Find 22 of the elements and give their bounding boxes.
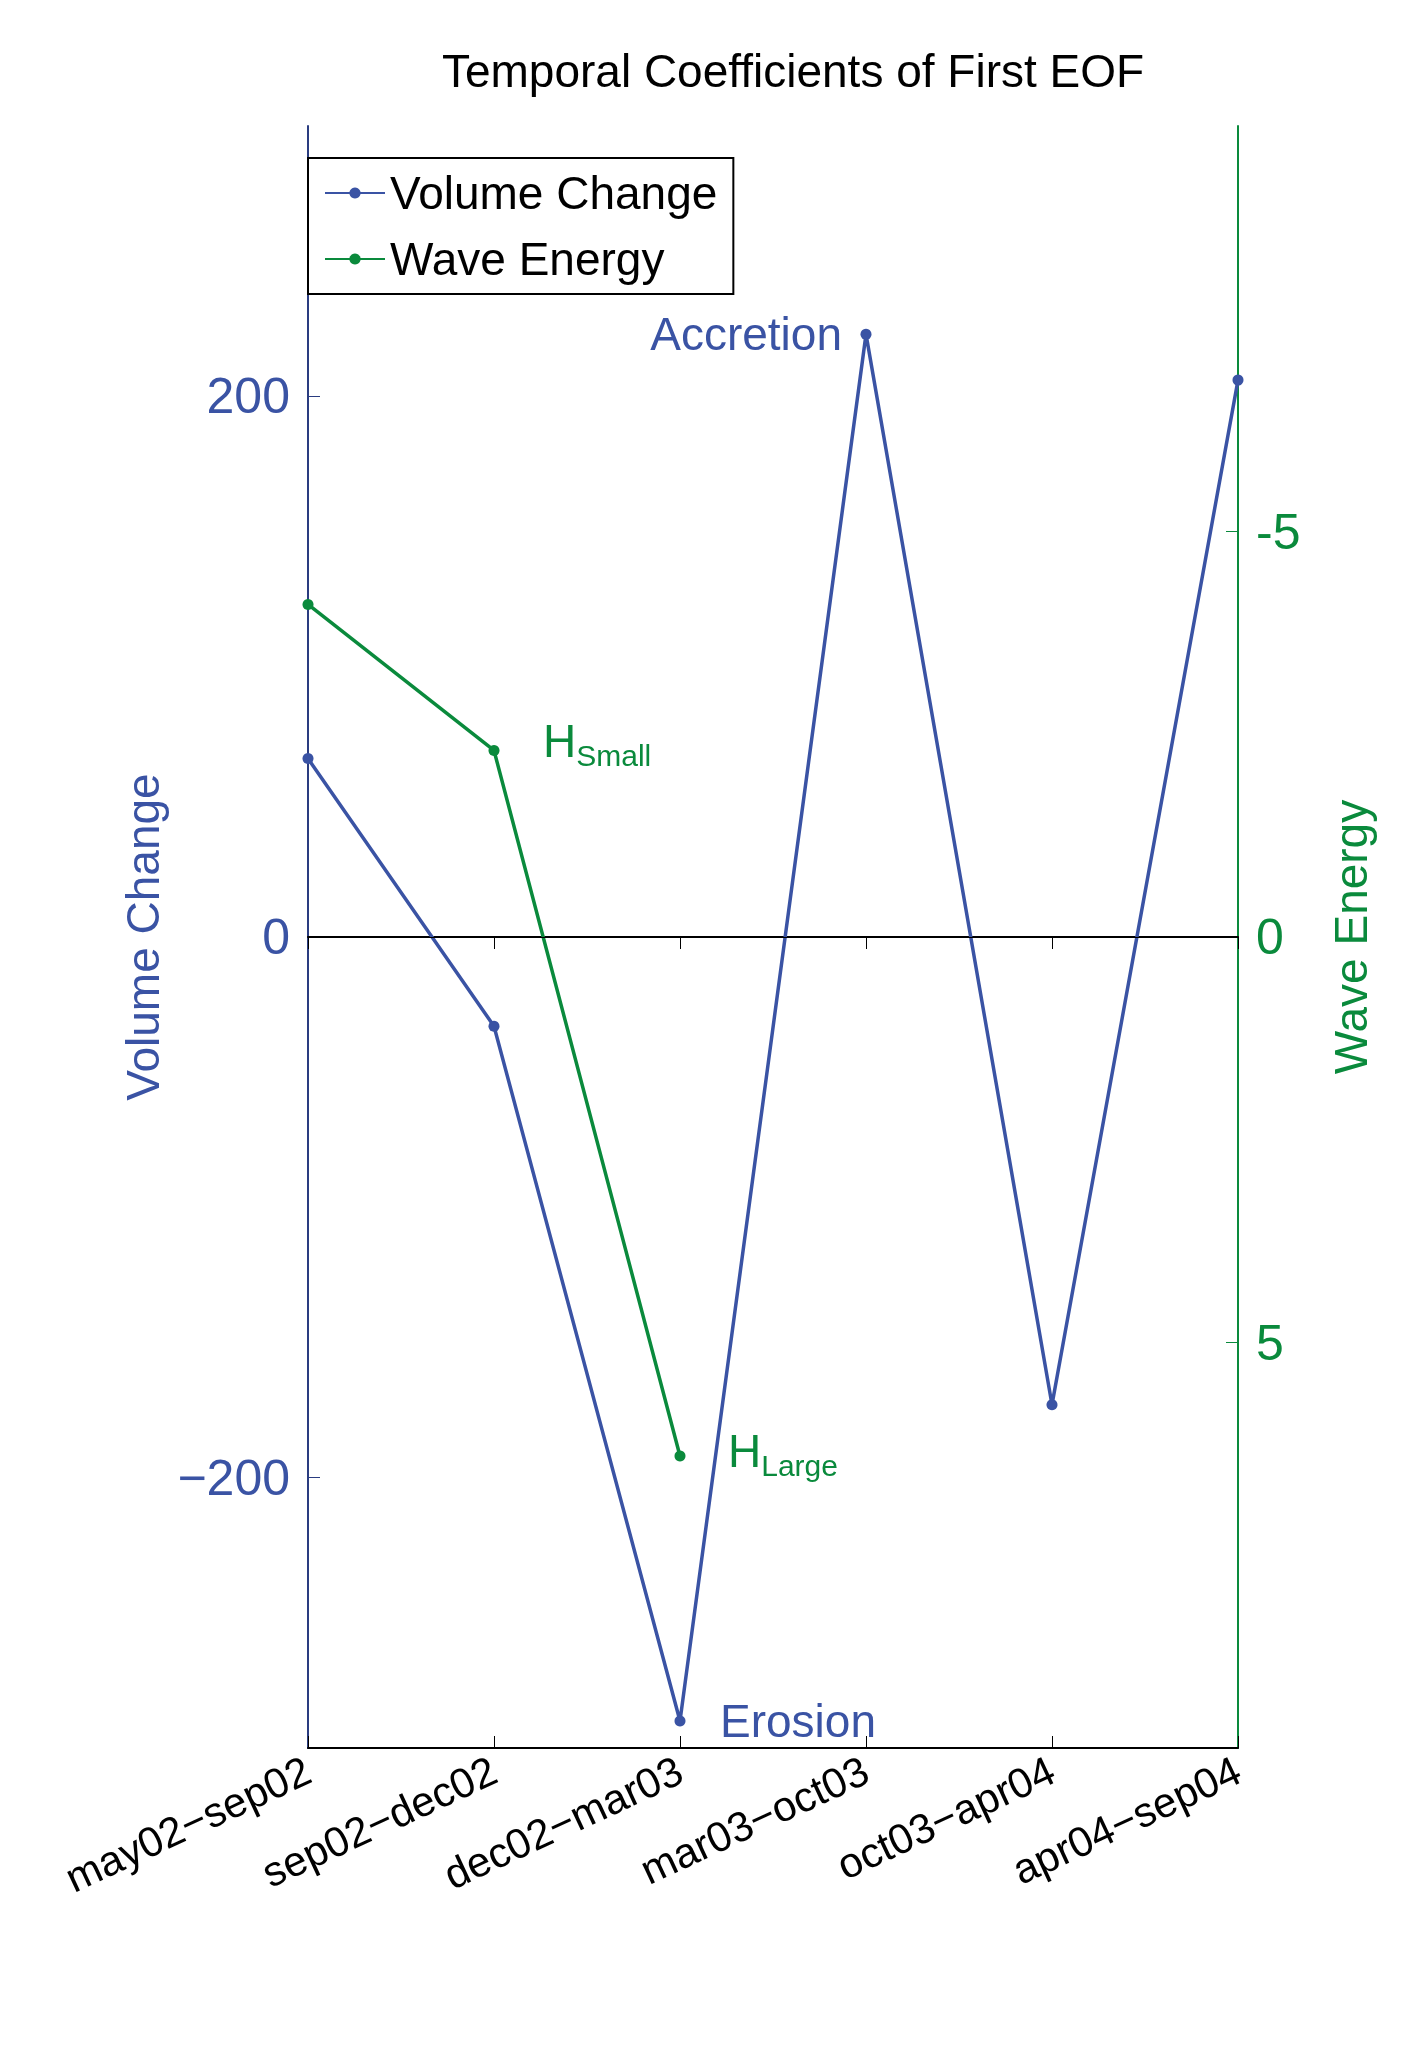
annotation: Accretion bbox=[650, 308, 842, 361]
point bbox=[302, 753, 314, 765]
point bbox=[488, 744, 500, 756]
y2-tick-label: 5 bbox=[1256, 1314, 1284, 1371]
y-tick-label: 0 bbox=[262, 909, 290, 965]
legend-label: Wave Energy bbox=[390, 233, 665, 285]
y-tick-label: 200 bbox=[206, 368, 290, 425]
y-tick-label: −200 bbox=[177, 1449, 290, 1506]
point bbox=[302, 598, 314, 610]
y-axis-title: Volume Change bbox=[117, 773, 170, 1101]
point bbox=[674, 1715, 686, 1727]
y2-axis-title: Wave Energy bbox=[1325, 799, 1377, 1075]
chart-title: Temporal Coefficients of First EOF bbox=[441, 45, 1145, 97]
point bbox=[1232, 374, 1244, 386]
y2-tick-label: -5 bbox=[1256, 503, 1301, 560]
point bbox=[860, 328, 872, 340]
point bbox=[674, 1450, 686, 1462]
point bbox=[488, 1020, 500, 1032]
legend-label: Volume Change bbox=[390, 167, 718, 219]
y2-tick-label: 0 bbox=[1256, 909, 1284, 965]
annotation: Erosion bbox=[720, 1694, 876, 1747]
point bbox=[1046, 1399, 1058, 1411]
